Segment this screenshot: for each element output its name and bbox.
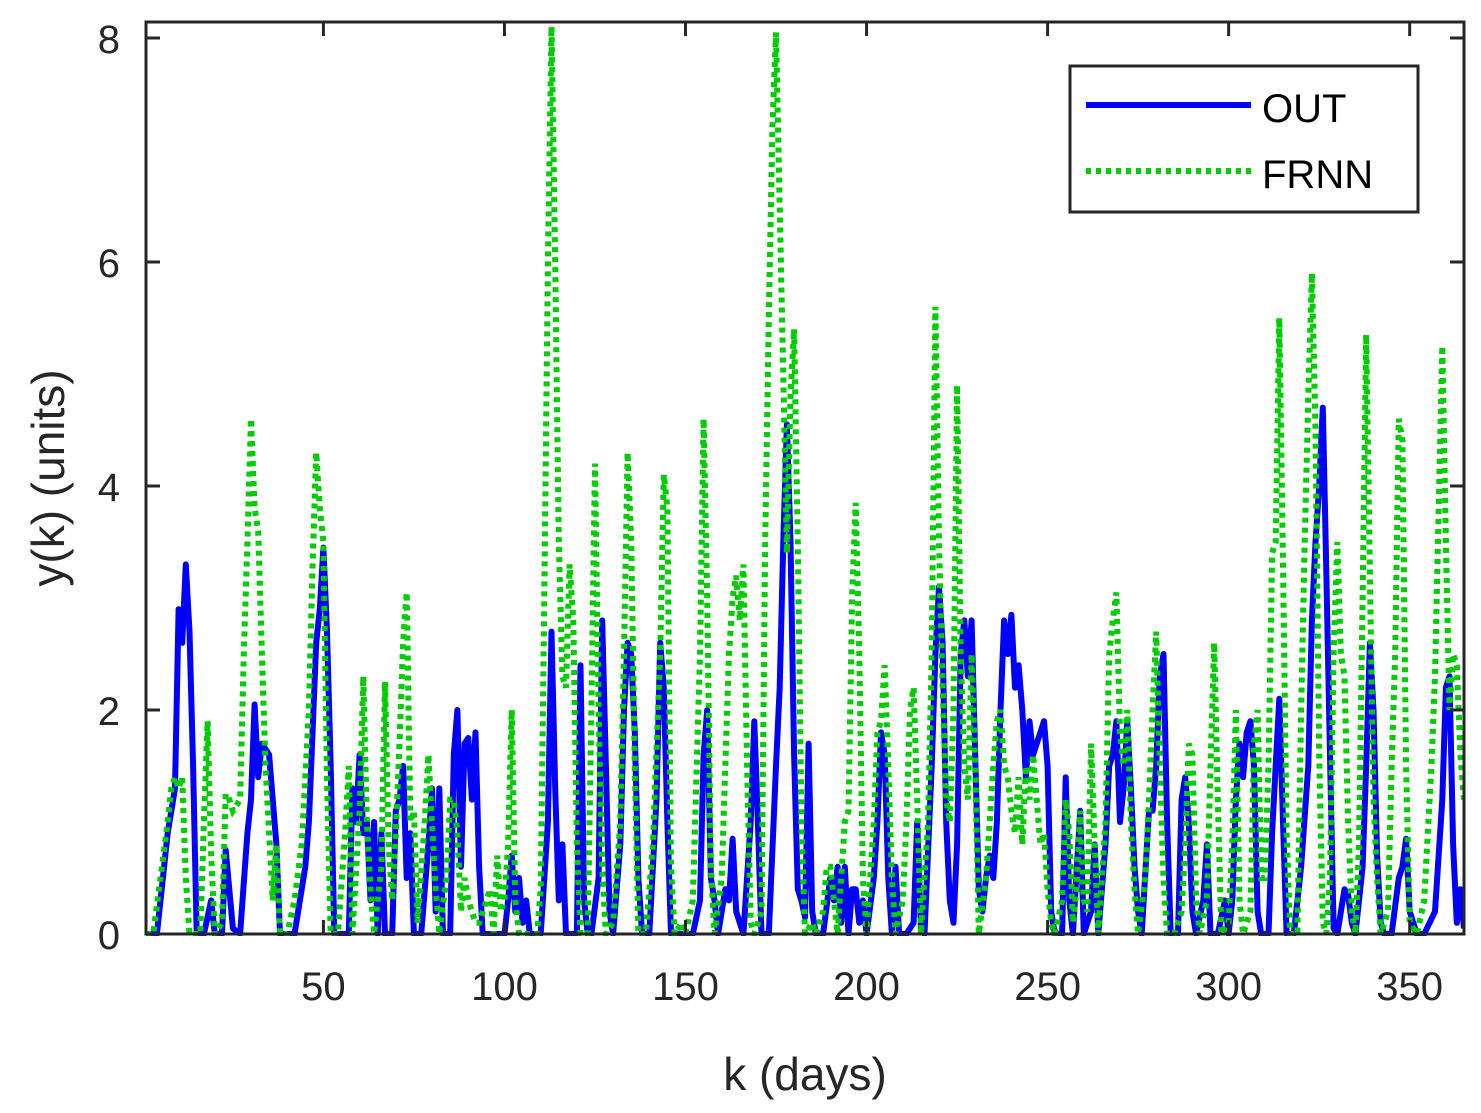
y-tick-label: 8 (98, 18, 120, 62)
x-tick-label: 250 (1014, 965, 1081, 1009)
series-frnn-line (146, 26, 1464, 936)
x-axis: 50 100 150 200 250 300 350 (301, 22, 1443, 1009)
x-axis-label: k (days) (723, 1048, 887, 1100)
y-tick-label: 4 (98, 466, 120, 510)
x-tick-label: 100 (471, 965, 538, 1009)
legend-frnn-label: FRNN (1262, 153, 1373, 197)
x-tick-label: 350 (1376, 965, 1443, 1009)
y-axis: 0 2 4 6 8 (98, 18, 1464, 958)
y-tick-label: 2 (98, 690, 120, 734)
y-tick-label: 6 (98, 242, 120, 286)
legend: OUT FRNN (1068, 64, 1420, 214)
x-tick-label: 150 (652, 965, 719, 1009)
x-tick-label: 50 (301, 965, 346, 1009)
x-tick-label: 300 (1195, 965, 1262, 1009)
legend-box (1068, 64, 1420, 214)
y-axis-label: y(k) (units) (22, 369, 74, 586)
x-tick-label: 200 (833, 965, 900, 1009)
axes-frame (144, 20, 1466, 936)
legend-out-label: OUT (1262, 87, 1346, 131)
plot-area (146, 26, 1464, 936)
y-tick-label: 0 (98, 914, 120, 958)
